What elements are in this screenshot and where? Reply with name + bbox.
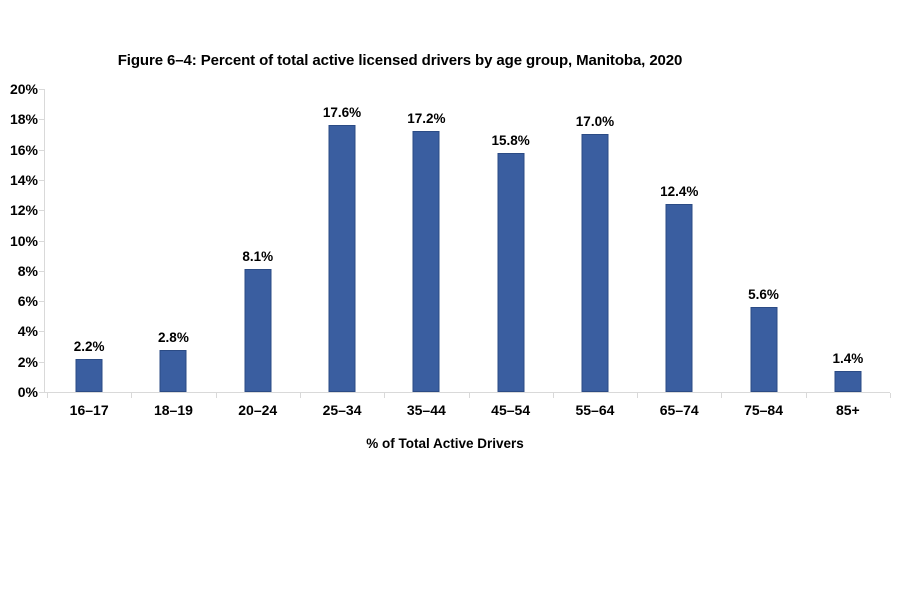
x-tick-mark [215,393,217,398]
y-tick-mark [39,210,45,212]
y-tick-label: 14% [9,171,38,188]
bar-column: 17.6% [300,89,384,392]
x-tick-mark [721,393,723,398]
bar [665,204,693,392]
bar-value-label: 17.0% [575,114,615,130]
x-tick-label: 65–74 [659,402,699,418]
bar [834,370,862,392]
y-tick-mark [39,331,45,333]
x-axis-title: % of Total Active Drivers [366,436,524,451]
bar-value-label: 1.4% [832,350,864,366]
x-tick-label: 75–84 [744,402,783,418]
bar-column: 17.2% [384,89,468,392]
bar-column: 8.1% [216,89,300,392]
x-tick-label: 45–54 [491,402,531,418]
bar [159,349,187,392]
bar-value-label: 17.6% [322,105,362,121]
bar [244,269,272,392]
y-tick-label: 8% [17,262,38,279]
x-tick-mark [468,393,470,398]
y-tick-label: 4% [17,323,38,340]
y-tick-mark [39,361,45,363]
x-tick-label: 16–17 [69,402,109,418]
bar [750,307,778,392]
y-tick-mark [39,89,45,90]
bar-value-label: 2.2% [73,338,105,354]
y-tick-label: 0% [17,384,38,400]
x-tick-mark [637,393,639,398]
bar-value-label: 2.8% [158,329,189,345]
bar-column: 2.8% [131,89,215,392]
bar [581,134,609,392]
y-tick-mark [39,179,45,181]
x-tick-mark [131,393,133,398]
bar-value-label: 17.2% [407,111,446,127]
bar-column: 17.0% [553,89,637,392]
bar [497,152,525,392]
x-tick-mark [47,393,48,398]
x-tick-mark [890,393,891,398]
x-tick-label: 55–64 [575,402,615,418]
x-axis-line [44,392,890,393]
x-tick-label: 35–44 [406,402,446,418]
bar-value-label: 5.6% [748,287,779,303]
y-tick-label: 6% [17,293,38,310]
bar-column: 12.4% [637,89,721,392]
bar [75,358,103,392]
bar-column: 2.2% [47,89,131,392]
y-tick-mark [39,119,45,121]
x-tick-mark [299,393,301,398]
bar-value-label: 8.1% [242,249,274,265]
bar [328,125,356,392]
y-tick-label: 16% [9,141,38,158]
y-tick-mark [39,149,45,151]
x-tick-label: 20–24 [238,402,278,418]
x-tick-mark [552,393,554,398]
bar [412,131,440,392]
y-tick-label: 12% [9,202,38,219]
y-tick-label: 18% [9,111,38,128]
y-tick-mark [39,240,45,242]
y-tick-mark [39,392,45,393]
x-tick-label: 25–34 [322,402,362,418]
bar-column: 15.8% [469,89,553,392]
bar-value-label: 15.8% [491,132,530,148]
x-tick-mark [805,393,807,398]
x-tick-mark [384,393,386,398]
y-tick-mark [39,270,45,272]
y-tick-label: 20% [9,81,38,97]
bar-value-label: 12.4% [660,184,699,200]
y-tick-mark [39,301,45,303]
chart-title: Figure 6–4: Percent of total active lice… [117,52,683,69]
y-tick-label: 2% [17,353,38,370]
y-tick-label: 10% [9,232,38,249]
x-tick-label: 18–19 [153,402,193,418]
bar-column: 5.6% [721,89,805,392]
x-tick-label: 85+ [835,402,860,418]
bar-column: 1.4% [806,89,890,392]
